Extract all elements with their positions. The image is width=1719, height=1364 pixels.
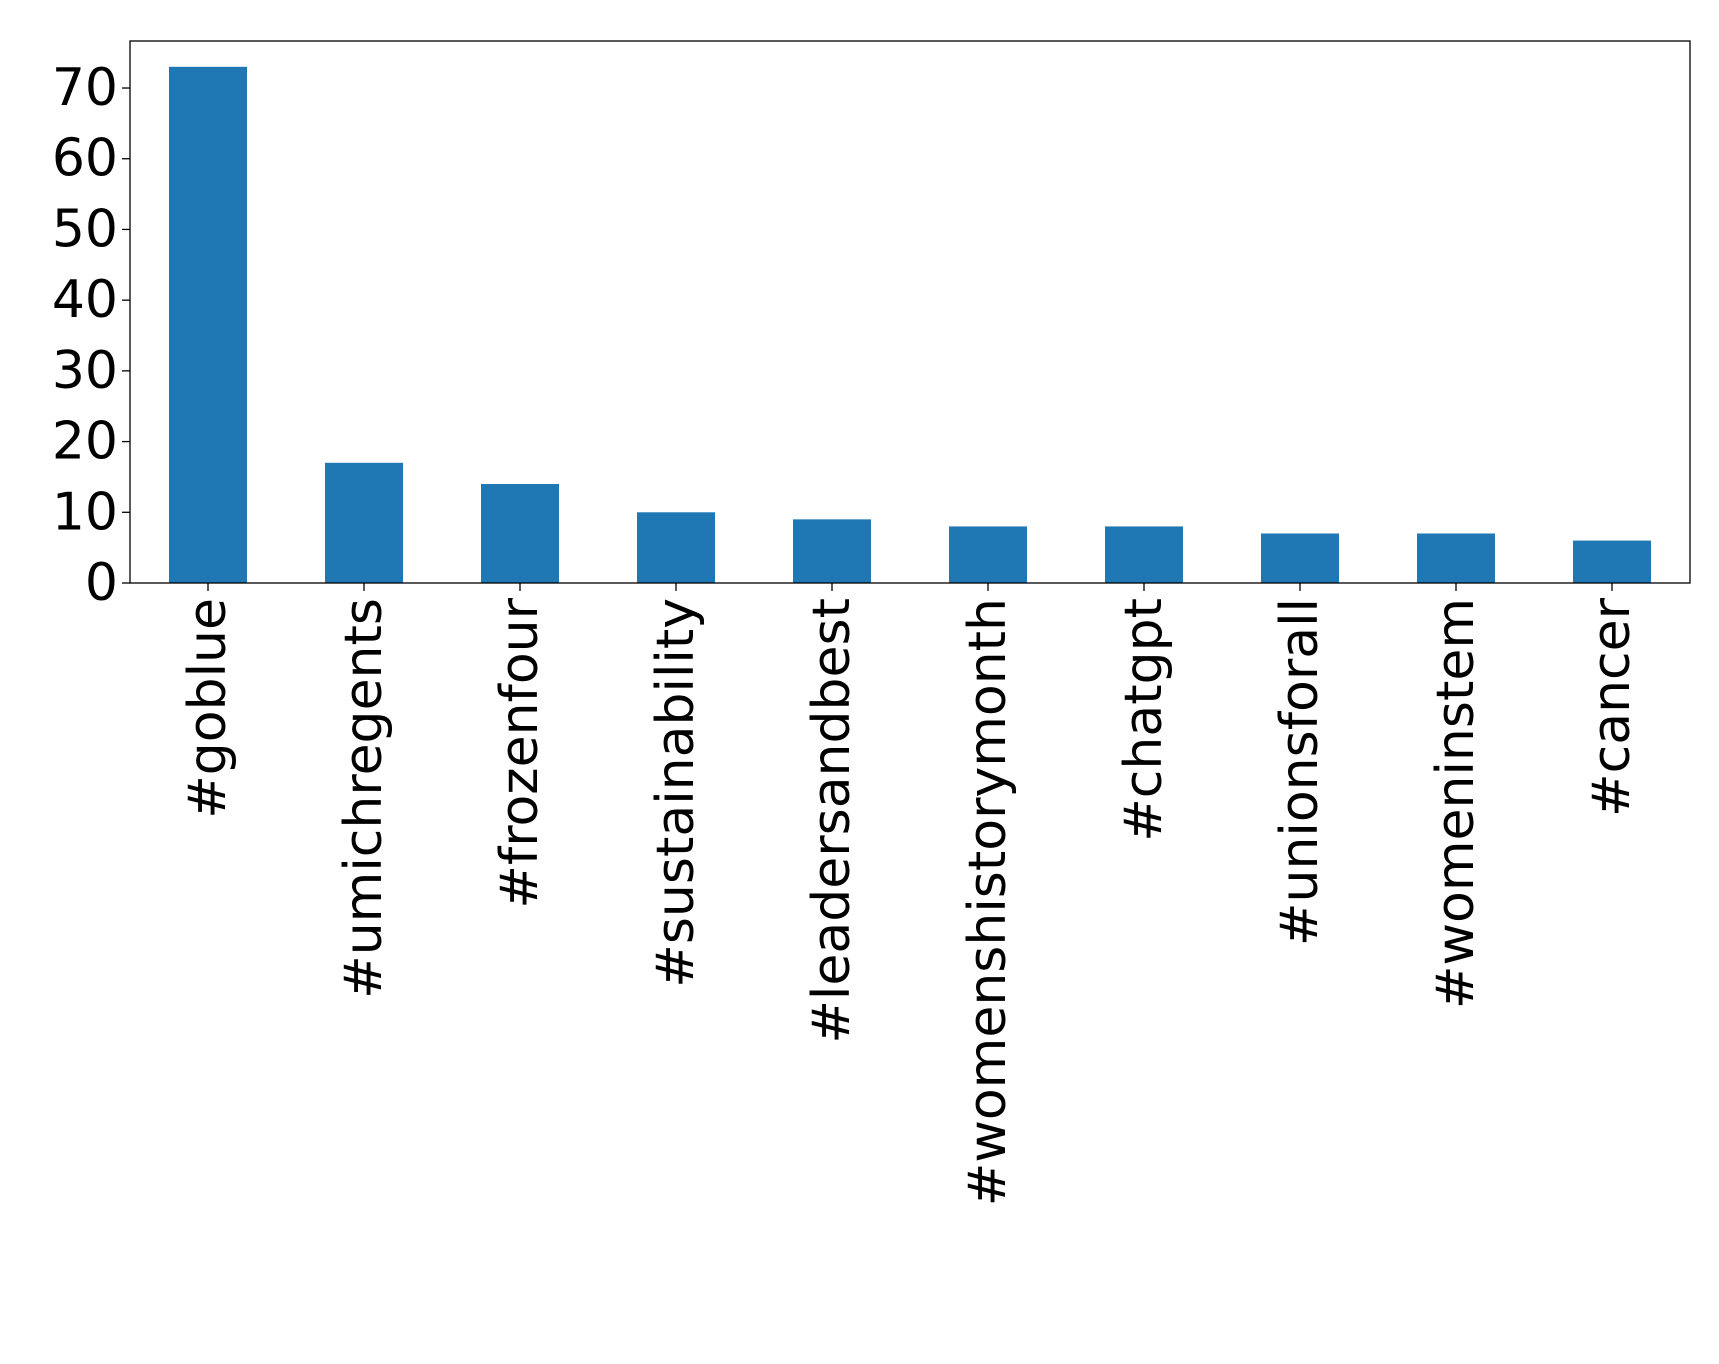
x-tick-label: #umichregents	[334, 598, 394, 999]
y-tick-label: 60	[52, 129, 118, 189]
bar-goblue	[169, 66, 247, 583]
bar-frozenfour	[481, 484, 559, 583]
y-tick-label: 40	[52, 270, 118, 330]
x-tick-label: #unionsforall	[1270, 598, 1330, 946]
bar-womeninstem	[1417, 533, 1495, 583]
bar-womenshistorymonth	[949, 526, 1027, 583]
bar-chatgpt	[1105, 526, 1183, 583]
x-axis: #goblue #umichregents #frozenfour #sustaina…	[178, 583, 1642, 1206]
y-tick-label: 30	[52, 341, 118, 401]
plot-frame	[129, 40, 1691, 584]
bar-umichregents	[325, 462, 403, 583]
y-axis: 0 10 20 30 40 50 60 70	[52, 58, 130, 613]
x-tick-label: #womenshistorymonth	[958, 598, 1018, 1206]
bar-leadersandbest	[793, 519, 871, 583]
x-tick-label: #chatgpt	[1114, 598, 1174, 842]
y-tick-label: 0	[85, 553, 118, 613]
x-tick-label: #cancer	[1582, 597, 1642, 817]
x-tick-label: #sustainability	[646, 598, 706, 988]
x-tick-label: #leadersandbest	[802, 598, 862, 1044]
x-tick-label: #goblue	[178, 598, 238, 819]
y-tick-label: 10	[52, 482, 118, 542]
bar-cancer	[1573, 540, 1651, 583]
y-tick-label: 50	[52, 199, 118, 259]
x-tick-label: #frozenfour	[490, 597, 550, 908]
bar-sustainability	[637, 512, 715, 583]
y-tick-label: 70	[52, 58, 118, 118]
x-tick-label: #womeninstem	[1426, 598, 1486, 1009]
y-tick-label: 20	[52, 412, 118, 472]
bar-unionsforall	[1261, 533, 1339, 583]
bars-group	[169, 66, 1651, 583]
